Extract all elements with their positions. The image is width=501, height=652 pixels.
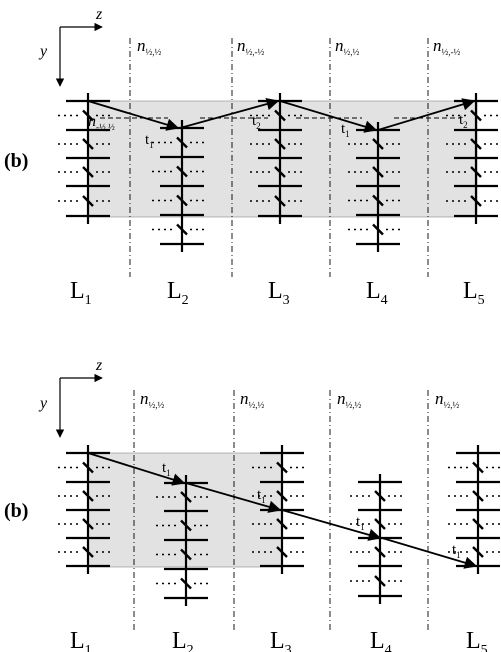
atom-tick (180, 548, 192, 561)
axes-b: z y (38, 357, 103, 438)
atom-tick (276, 490, 288, 502)
n-labels-b: n½,½ n½,½ n½,½ n½,½ (140, 389, 460, 410)
t-labels-b: t1 t1 t1 t1 (162, 460, 461, 560)
t-label: t1 (452, 542, 461, 560)
atom-tick (374, 546, 386, 558)
atom-tick (472, 490, 484, 502)
t-label: t2 (459, 112, 468, 130)
atom-tick (276, 461, 288, 474)
n-label: n½,½ (435, 389, 460, 410)
atom-tick (82, 195, 94, 207)
inline-n-label: n-½,½ (88, 113, 115, 132)
atom-tick (276, 518, 288, 530)
atom-tick (374, 490, 386, 502)
axes-a: z y (38, 6, 103, 87)
atom-tick (82, 166, 94, 178)
t-label: t2 (252, 113, 261, 131)
atom-tick (372, 138, 384, 150)
z-axis-label: z (95, 357, 103, 374)
atom-tick (472, 518, 484, 530)
t-label: t1 (356, 514, 365, 532)
atom-tick (470, 109, 482, 122)
atom-tick (372, 223, 384, 236)
atom-tick (274, 166, 286, 178)
atom-tick (82, 138, 94, 150)
atom-tick (180, 519, 192, 532)
atom-tick (470, 138, 482, 150)
layer-label: L1 (70, 278, 92, 308)
atom-tick (372, 194, 384, 207)
atom-tick (274, 138, 286, 150)
atom-tick (180, 577, 192, 590)
atom-tick (470, 195, 482, 207)
atom-tick (176, 194, 188, 207)
layer-label: L4 (370, 628, 392, 652)
boundaries-b (133, 390, 429, 630)
atom-tick (472, 461, 484, 474)
atom-tick (372, 166, 384, 178)
atoms-a (58, 93, 498, 252)
atom-tick (274, 195, 286, 207)
y-axis-label: y (38, 395, 48, 412)
atom-tick (374, 575, 386, 587)
atom-tick (472, 546, 484, 558)
t-label: t1 (257, 487, 266, 505)
atom-tick (176, 165, 188, 178)
t-label: t1 (341, 121, 350, 139)
atom-tick (374, 518, 386, 530)
n-label: n½,½ (240, 389, 265, 410)
n-label: n½,-½ (433, 36, 460, 57)
layer-label: L2 (172, 628, 194, 652)
layer-label: L1 (70, 628, 92, 652)
t-label: t1 (162, 460, 171, 478)
layer-label: L5 (463, 278, 485, 308)
n-labels-a: n½,½ n½,-½ n½,½ n½,-½ (137, 36, 460, 57)
layer-labels-a: L1 L2 L3 L4 L5 (70, 278, 485, 308)
boundaries-a (129, 38, 429, 277)
atom-tick (82, 518, 94, 530)
panel-label-b: (b) (4, 500, 28, 522)
atom-tick (82, 546, 94, 558)
layer-labels-b: L1 L2 L3 L4 L5 (70, 628, 488, 652)
n-label: n½,½ (137, 36, 162, 57)
n-label: n½,½ (335, 36, 360, 57)
panel-label-a: (b) (4, 150, 28, 172)
panel-a: z y n½,½ n½,-½ n½,½ n½,-½ (4, 6, 498, 308)
t-labels-a: t1 t2 t1 t2 (145, 112, 468, 150)
atom-tick (82, 490, 94, 502)
atom-tick (176, 223, 188, 236)
n-label: n½,-½ (237, 36, 264, 57)
layer-label: L5 (466, 628, 488, 652)
arrows-a (87, 97, 476, 133)
n-label: n½,½ (337, 389, 362, 410)
arrows-b (87, 452, 478, 569)
layer-label: L3 (270, 628, 292, 652)
layer-label: L2 (167, 278, 189, 308)
layer-label: L4 (366, 278, 388, 308)
atom-tick (180, 491, 192, 503)
t-label: t1 (145, 132, 154, 150)
y-axis-label: y (38, 43, 48, 60)
atom-tick (82, 109, 94, 122)
atom-tick (276, 546, 288, 558)
atom-tick (176, 136, 188, 149)
z-axis-label: z (95, 6, 103, 23)
atoms-b (58, 445, 500, 606)
atom-tick (82, 461, 94, 474)
panel-b: z y n½,½ n½,½ n½,½ n½,½ t1 t1 t1 t (4, 357, 500, 652)
atom-tick (274, 109, 286, 122)
layer-label: L3 (268, 278, 290, 308)
n-label: n½,½ (140, 389, 165, 410)
atom-tick (470, 166, 482, 178)
